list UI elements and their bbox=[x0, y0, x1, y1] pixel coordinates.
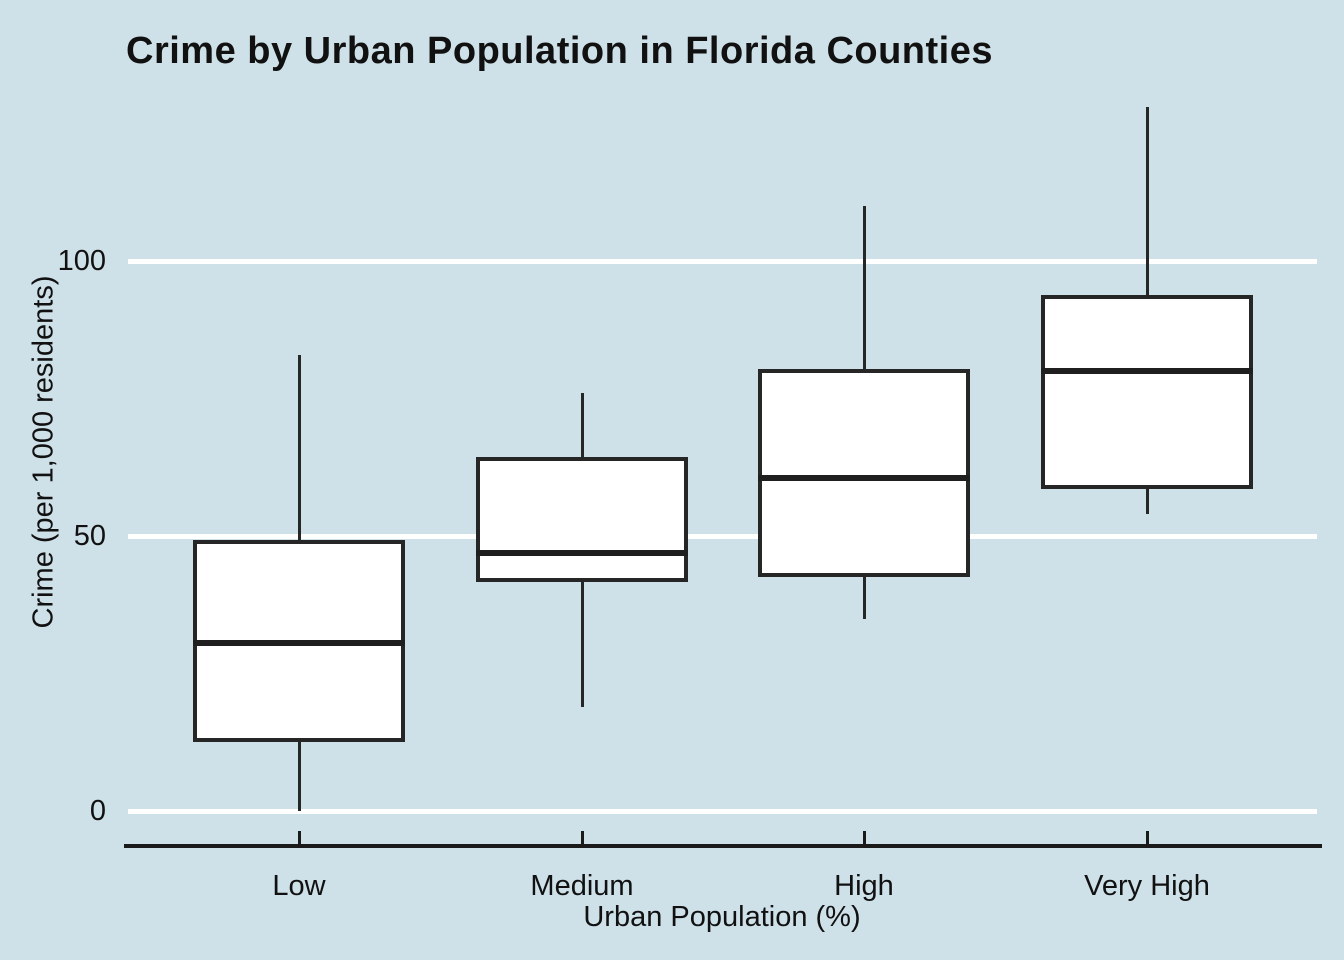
y-tick-label-0: 0 bbox=[89, 795, 106, 827]
whisker-upper-low bbox=[298, 354, 301, 542]
median-high bbox=[758, 475, 970, 482]
whisker-upper-high bbox=[863, 206, 866, 371]
box-medium bbox=[476, 457, 688, 582]
chart-title: Crime by Urban Population in Florida Cou… bbox=[126, 30, 993, 72]
gridline-y-100 bbox=[128, 259, 1317, 264]
median-medium bbox=[476, 549, 688, 556]
median-very-high bbox=[1041, 368, 1253, 374]
y-tick-label-100: 100 bbox=[57, 245, 106, 277]
gridline-y-50 bbox=[128, 534, 1317, 539]
x-tick-low bbox=[298, 831, 301, 845]
box-high bbox=[758, 369, 970, 577]
x-axis-title: Urban Population (%) bbox=[583, 901, 861, 933]
x-category-label-very-high: Very High bbox=[1084, 870, 1210, 902]
x-tick-medium bbox=[581, 831, 584, 845]
x-category-label-high: High bbox=[834, 870, 894, 902]
whisker-lower-low bbox=[298, 739, 301, 811]
whisker-upper-very-high bbox=[1146, 107, 1149, 297]
box-very-high bbox=[1041, 294, 1253, 489]
x-tick-very-high bbox=[1146, 831, 1149, 845]
gridline-y-0 bbox=[128, 809, 1317, 814]
whisker-upper-medium bbox=[581, 393, 584, 459]
x-tick-high bbox=[863, 831, 866, 845]
whisker-lower-very-high bbox=[1146, 486, 1149, 514]
whisker-lower-high bbox=[863, 574, 866, 619]
whisker-lower-medium bbox=[581, 580, 584, 707]
x-axis-line bbox=[124, 844, 1322, 848]
y-axis-title: Crime (per 1,000 residents) bbox=[27, 275, 60, 629]
x-category-label-medium: Medium bbox=[530, 870, 634, 902]
x-category-label-low: Low bbox=[272, 870, 326, 902]
y-tick-label-50: 50 bbox=[73, 520, 106, 552]
median-low bbox=[193, 640, 405, 647]
